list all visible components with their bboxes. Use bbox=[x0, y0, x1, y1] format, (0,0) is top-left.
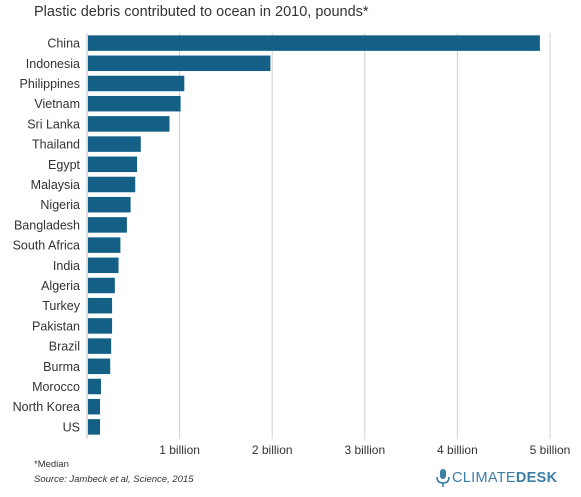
category-label: Nigeria bbox=[40, 198, 80, 212]
bar bbox=[88, 277, 115, 294]
microphone-icon bbox=[436, 469, 450, 487]
x-tick-labels: 1 billion 2 billion 3 billion 4 billion 5 bi… bbox=[159, 443, 570, 457]
bar bbox=[88, 297, 113, 314]
x-tick-label: 1 billion bbox=[159, 443, 200, 457]
bar bbox=[88, 156, 138, 173]
bar bbox=[88, 136, 141, 152]
x-tick-label: 3 billion bbox=[344, 443, 385, 457]
category-label: Burma bbox=[43, 360, 80, 374]
bar bbox=[88, 257, 119, 274]
logo-text-climate: CLIMATE bbox=[452, 470, 516, 486]
category-label: Brazil bbox=[49, 340, 80, 354]
logo-text: CLIMATEDESK bbox=[452, 470, 557, 486]
category-label: Turkey bbox=[42, 299, 80, 313]
climate-desk-logo: CLIMATEDESK bbox=[434, 468, 557, 488]
category-label: Pakistan bbox=[32, 319, 80, 333]
category-label: Egypt bbox=[48, 158, 80, 172]
bar bbox=[88, 398, 101, 415]
bar bbox=[88, 419, 101, 435]
bar bbox=[88, 75, 185, 92]
category-label: Indonesia bbox=[26, 57, 80, 71]
bar bbox=[88, 196, 131, 213]
category-label: Morocco bbox=[32, 380, 80, 394]
bar bbox=[88, 95, 181, 112]
bar bbox=[88, 176, 136, 193]
category-label: US bbox=[63, 420, 80, 434]
category-label: Sri Lanka bbox=[27, 117, 80, 131]
footnote: *Median bbox=[34, 459, 69, 470]
category-label: Thailand bbox=[32, 138, 80, 152]
x-tick-label: 4 billion bbox=[437, 443, 478, 457]
category-label: Malaysia bbox=[31, 178, 80, 192]
logo-text-desk: DESK bbox=[515, 470, 558, 486]
bar bbox=[88, 217, 127, 233]
category-label: Bangladesh bbox=[14, 218, 80, 232]
category-label: South Africa bbox=[13, 239, 80, 253]
bar bbox=[88, 237, 121, 253]
x-tick-label: 2 billion bbox=[252, 443, 293, 457]
category-label: India bbox=[53, 259, 80, 273]
bar bbox=[88, 318, 113, 334]
bar bbox=[88, 35, 540, 51]
bar bbox=[88, 338, 112, 354]
bar bbox=[88, 55, 271, 72]
category-label: China bbox=[47, 37, 80, 51]
category-label: Algeria bbox=[41, 279, 80, 293]
bar bbox=[88, 116, 170, 132]
source-note: Source: Jambeck et al, Science, 2015 bbox=[34, 474, 194, 485]
category-label: Vietnam bbox=[34, 97, 80, 111]
x-tick-label: 5 billion bbox=[530, 443, 571, 457]
bars bbox=[88, 35, 540, 435]
category-label: Philippines bbox=[20, 77, 80, 91]
bar bbox=[88, 358, 111, 375]
category-labels: China Indonesia Philippines Vietnam Sri Lank… bbox=[13, 37, 81, 435]
bar bbox=[88, 378, 101, 395]
category-label: North Korea bbox=[13, 400, 80, 414]
gridlines bbox=[86, 33, 551, 439]
chart-title: Plastic debris contributed to ocean in 2… bbox=[34, 4, 369, 20]
